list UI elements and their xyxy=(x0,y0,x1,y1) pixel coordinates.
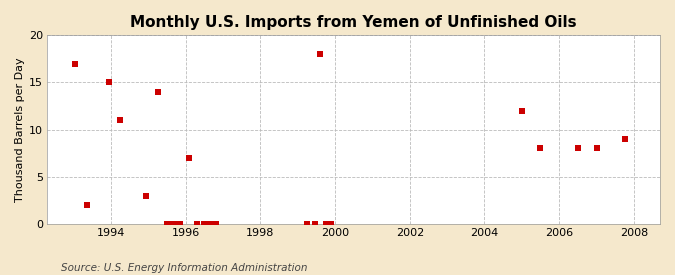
Point xyxy=(321,222,331,226)
Text: Source: U.S. Energy Information Administration: Source: U.S. Energy Information Administ… xyxy=(61,263,307,273)
Point xyxy=(591,146,602,151)
Point xyxy=(153,90,163,94)
Title: Monthly U.S. Imports from Yemen of Unfinished Oils: Monthly U.S. Imports from Yemen of Unfin… xyxy=(130,15,577,30)
Point xyxy=(199,222,210,226)
Point xyxy=(161,222,172,226)
Point xyxy=(309,222,320,226)
Point xyxy=(619,137,630,141)
Point xyxy=(205,222,215,226)
Point xyxy=(535,146,546,151)
Point xyxy=(104,80,115,85)
Point xyxy=(171,222,182,226)
Point xyxy=(115,118,126,122)
Point xyxy=(210,222,221,226)
Point xyxy=(192,222,202,226)
Y-axis label: Thousand Barrels per Day: Thousand Barrels per Day xyxy=(15,57,25,202)
Point xyxy=(326,222,337,226)
Point xyxy=(302,222,313,226)
Point xyxy=(315,52,325,56)
Point xyxy=(167,222,178,226)
Point xyxy=(184,156,195,160)
Point xyxy=(175,222,186,226)
Point xyxy=(516,109,527,113)
Point xyxy=(141,193,152,198)
Point xyxy=(70,61,81,66)
Point xyxy=(81,203,92,207)
Point xyxy=(572,146,583,151)
